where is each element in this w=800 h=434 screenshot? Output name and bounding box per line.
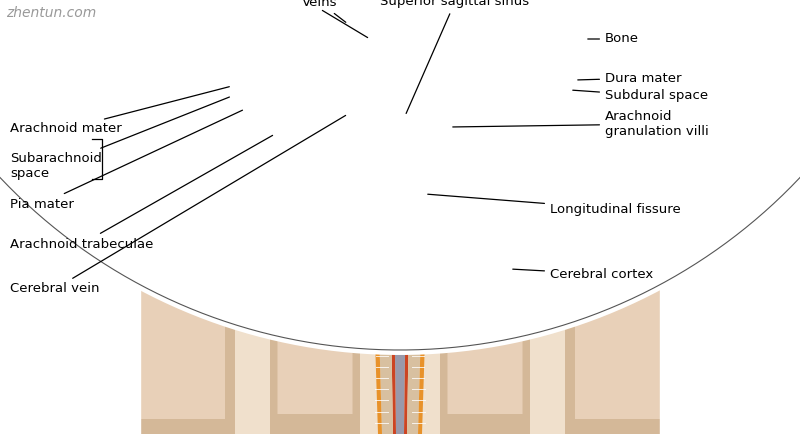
Ellipse shape — [417, 328, 430, 338]
Text: Pia mater: Pia mater — [10, 110, 242, 210]
Text: Subdural space: Subdural space — [573, 89, 708, 102]
Polygon shape — [0, 0, 800, 278]
Polygon shape — [388, 124, 412, 164]
Ellipse shape — [444, 331, 463, 339]
Polygon shape — [125, 154, 235, 434]
Ellipse shape — [302, 327, 319, 338]
Ellipse shape — [584, 305, 605, 312]
Ellipse shape — [377, 329, 388, 335]
Text: Arachnoid trabeculae: Arachnoid trabeculae — [10, 135, 273, 250]
Ellipse shape — [701, 227, 713, 234]
Ellipse shape — [233, 312, 250, 318]
Polygon shape — [447, 214, 522, 414]
Ellipse shape — [0, 115, 12, 133]
Text: Subarachnoid
space: Subarachnoid space — [10, 97, 230, 180]
Polygon shape — [0, 0, 800, 350]
Ellipse shape — [708, 225, 718, 234]
Polygon shape — [392, 124, 408, 434]
Bar — [660, 0, 800, 434]
Text: zhentun.com: zhentun.com — [6, 6, 96, 20]
Polygon shape — [0, 0, 800, 234]
Polygon shape — [0, 0, 800, 298]
Ellipse shape — [646, 271, 657, 281]
Ellipse shape — [439, 110, 461, 132]
Ellipse shape — [359, 103, 381, 125]
Bar — [0, 0, 140, 434]
Ellipse shape — [774, 164, 782, 176]
Polygon shape — [365, 124, 375, 142]
Ellipse shape — [270, 321, 282, 329]
Polygon shape — [418, 149, 431, 434]
Ellipse shape — [338, 333, 354, 339]
Ellipse shape — [649, 273, 670, 284]
Ellipse shape — [102, 254, 120, 260]
Ellipse shape — [747, 171, 759, 184]
Ellipse shape — [133, 236, 150, 246]
Ellipse shape — [484, 310, 500, 318]
Text: Longitudinal fissure: Longitudinal fissure — [428, 194, 681, 216]
Ellipse shape — [41, 174, 51, 184]
Polygon shape — [0, 0, 800, 268]
Ellipse shape — [530, 304, 548, 317]
Ellipse shape — [207, 286, 218, 295]
Ellipse shape — [726, 220, 735, 227]
Ellipse shape — [576, 284, 584, 291]
Polygon shape — [440, 194, 530, 434]
Ellipse shape — [783, 143, 790, 151]
Ellipse shape — [106, 241, 117, 250]
Ellipse shape — [350, 314, 358, 322]
Polygon shape — [278, 214, 353, 414]
Ellipse shape — [481, 326, 496, 332]
Ellipse shape — [81, 232, 94, 246]
Polygon shape — [360, 116, 440, 162]
Ellipse shape — [187, 281, 203, 293]
Polygon shape — [38, 0, 762, 434]
Ellipse shape — [756, 175, 772, 187]
Ellipse shape — [782, 151, 797, 162]
Ellipse shape — [598, 289, 615, 297]
Ellipse shape — [746, 205, 756, 215]
Polygon shape — [109, 0, 691, 434]
Text: Superior sagittal sinus: Superior sagittal sinus — [381, 0, 530, 113]
Ellipse shape — [72, 230, 92, 242]
Ellipse shape — [299, 316, 314, 329]
Polygon shape — [0, 0, 800, 355]
Ellipse shape — [509, 300, 518, 312]
Polygon shape — [270, 194, 360, 434]
Ellipse shape — [21, 161, 31, 171]
Ellipse shape — [161, 280, 178, 294]
Text: Dura mater: Dura mater — [578, 72, 682, 85]
Ellipse shape — [369, 325, 384, 338]
Ellipse shape — [176, 272, 186, 282]
Ellipse shape — [677, 243, 690, 254]
Ellipse shape — [327, 310, 335, 322]
Ellipse shape — [411, 339, 425, 350]
Polygon shape — [565, 154, 675, 434]
Polygon shape — [407, 144, 426, 434]
Ellipse shape — [151, 253, 163, 265]
Polygon shape — [0, 0, 800, 274]
Ellipse shape — [278, 318, 287, 323]
Ellipse shape — [70, 213, 79, 219]
Ellipse shape — [218, 275, 228, 284]
Text: Arachnoid mater: Arachnoid mater — [10, 87, 230, 135]
Ellipse shape — [609, 273, 630, 281]
Ellipse shape — [740, 213, 758, 222]
Ellipse shape — [619, 269, 628, 276]
Ellipse shape — [442, 110, 458, 128]
Ellipse shape — [59, 186, 70, 198]
Polygon shape — [404, 134, 412, 434]
Polygon shape — [575, 179, 665, 419]
Text: Veins: Veins — [302, 0, 346, 22]
Ellipse shape — [392, 308, 408, 319]
Ellipse shape — [232, 306, 242, 313]
Text: Cerebral cortex: Cerebral cortex — [513, 267, 654, 280]
Ellipse shape — [0, 159, 13, 165]
Text: Cerebral vein: Cerebral vein — [10, 115, 346, 296]
Ellipse shape — [12, 140, 20, 148]
Ellipse shape — [362, 103, 378, 121]
Ellipse shape — [654, 242, 673, 256]
Ellipse shape — [462, 308, 475, 322]
Polygon shape — [388, 134, 396, 434]
